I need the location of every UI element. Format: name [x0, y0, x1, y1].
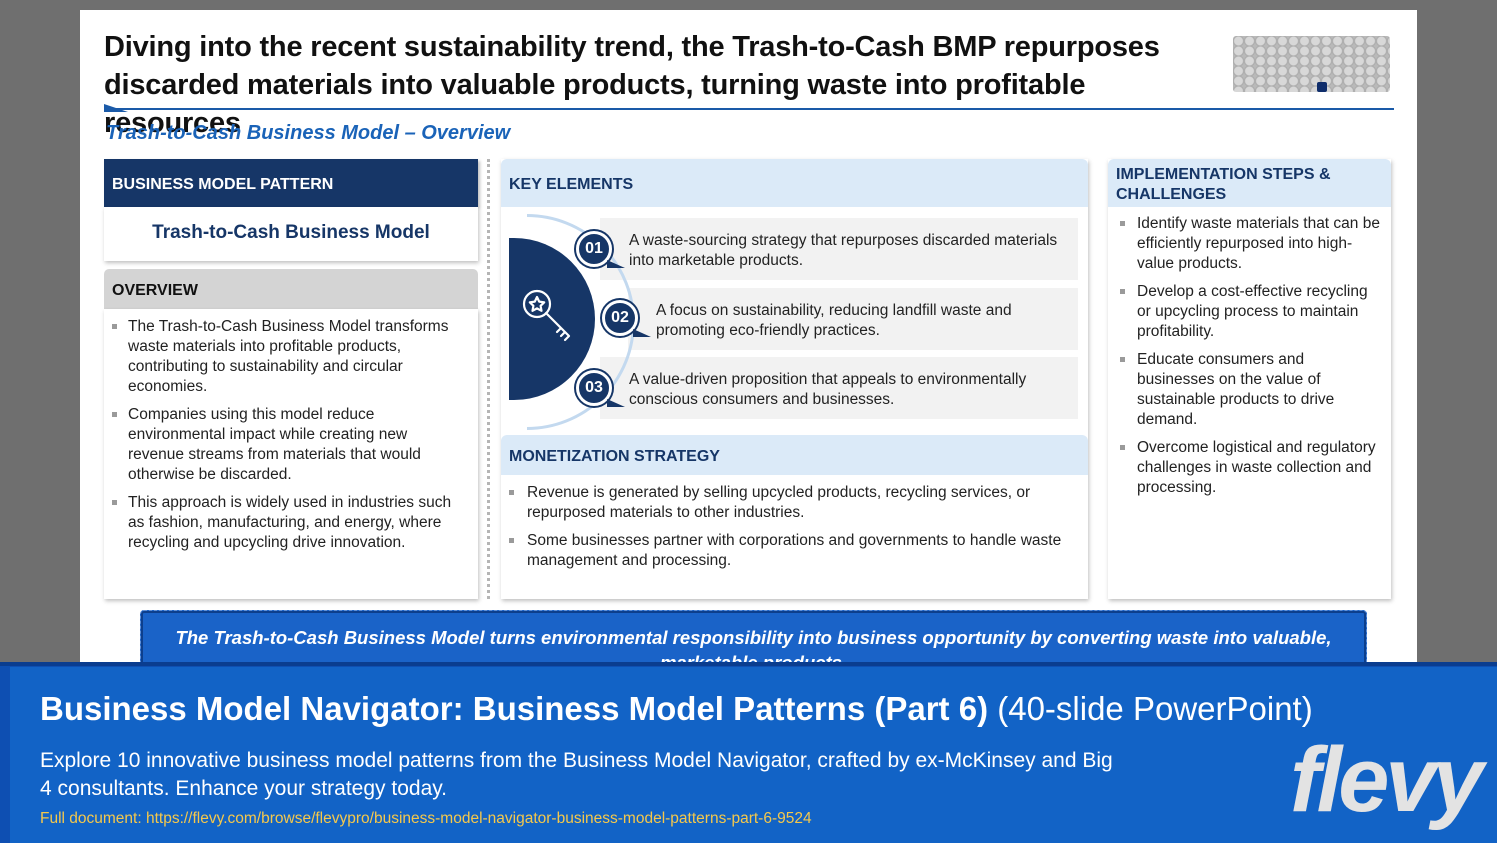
slide: Diving into the recent sustainability tr… — [80, 10, 1417, 670]
footer-description: Explore 10 innovative business model pat… — [40, 749, 1113, 800]
slide-headline: Diving into the recent sustainability tr… — [104, 31, 1160, 139]
step-badge-03: 03 — [576, 370, 625, 407]
title-underline-arrow — [104, 104, 128, 112]
key-element-text-1: A waste-sourcing strategy that repurpose… — [629, 232, 1058, 269]
pattern-name: Trash-to-Cash Business Model — [104, 207, 478, 261]
implementation-list: Identify waste materials that can be eff… — [1108, 214, 1391, 498]
hexagon-logo-icon — [1233, 36, 1390, 92]
step-badge-02: 02 — [602, 300, 651, 337]
title-underline — [104, 108, 1394, 110]
list-item: Identify waste materials that can be eff… — [1108, 214, 1391, 274]
overview-header: OVERVIEW — [104, 269, 478, 309]
overview-list: The Trash-to-Cash Business Model transfo… — [104, 309, 478, 553]
step-badge-01: 01 — [576, 231, 625, 268]
list-item: Overcome logistical and regulatory chall… — [1108, 438, 1391, 498]
monetization-header: MONETIZATION STRATEGY — [501, 435, 1088, 475]
list-item: The Trash-to-Cash Business Model transfo… — [104, 317, 462, 397]
footer-top-border — [0, 662, 1497, 666]
list-item: Develop a cost-effective recycling or up… — [1108, 282, 1391, 342]
pattern-header: BUSINESS MODEL PATTERN — [104, 159, 478, 207]
implementation-header: IMPLEMENTATION STEPS & CHALLENGES — [1108, 159, 1391, 207]
key-element-text-3: A value-driven proposition that appeals … — [629, 371, 1027, 408]
list-item: Educate consumers and businesses on the … — [1108, 350, 1391, 430]
key-element-row-1 — [600, 218, 1078, 280]
key-element-row-3 — [600, 357, 1078, 419]
footer-document-link[interactable]: Full document: https://flevy.com/browse/… — [40, 810, 812, 827]
key-element-text-2: A focus on sustainability, reducing land… — [656, 302, 1012, 339]
key-icon — [522, 289, 571, 342]
list-item: This approach is widely used in industri… — [104, 493, 462, 553]
summary-banner: The Trash-to-Cash Business Model turns e… — [140, 610, 1367, 670]
footer-panel — [10, 667, 1497, 843]
list-item: Some businesses partner with corporation… — [501, 531, 1088, 571]
list-item: Revenue is generated by selling upcycled… — [501, 483, 1088, 523]
footer-title-bold: Business Model Navigator: Business Model… — [40, 690, 989, 727]
key-elements-header: KEY ELEMENTS — [501, 159, 1088, 207]
monetization-panel: Revenue is generated by selling upcycled… — [501, 483, 1088, 579]
overview-panel: The Trash-to-Cash Business Model transfo… — [104, 309, 478, 599]
implementation-panel — [1108, 159, 1391, 599]
flevy-logo[interactable]: flevy — [1290, 729, 1484, 831]
implementation-list-wrap: Identify waste materials that can be eff… — [1108, 214, 1391, 506]
footer-title-light: (40-slide PowerPoint) — [997, 690, 1313, 727]
monetization-list: Revenue is generated by selling upcycled… — [501, 483, 1088, 571]
logo-accent-dot — [1317, 82, 1327, 92]
footer-title: Business Model Navigator: Business Model… — [40, 690, 1313, 728]
slide-subtitle: Trash-to-Cash Business Model – Overview — [106, 122, 511, 144]
key-element-row-2 — [628, 288, 1078, 350]
column-divider — [487, 159, 490, 599]
list-item: Companies using this model reduce enviro… — [104, 405, 462, 485]
